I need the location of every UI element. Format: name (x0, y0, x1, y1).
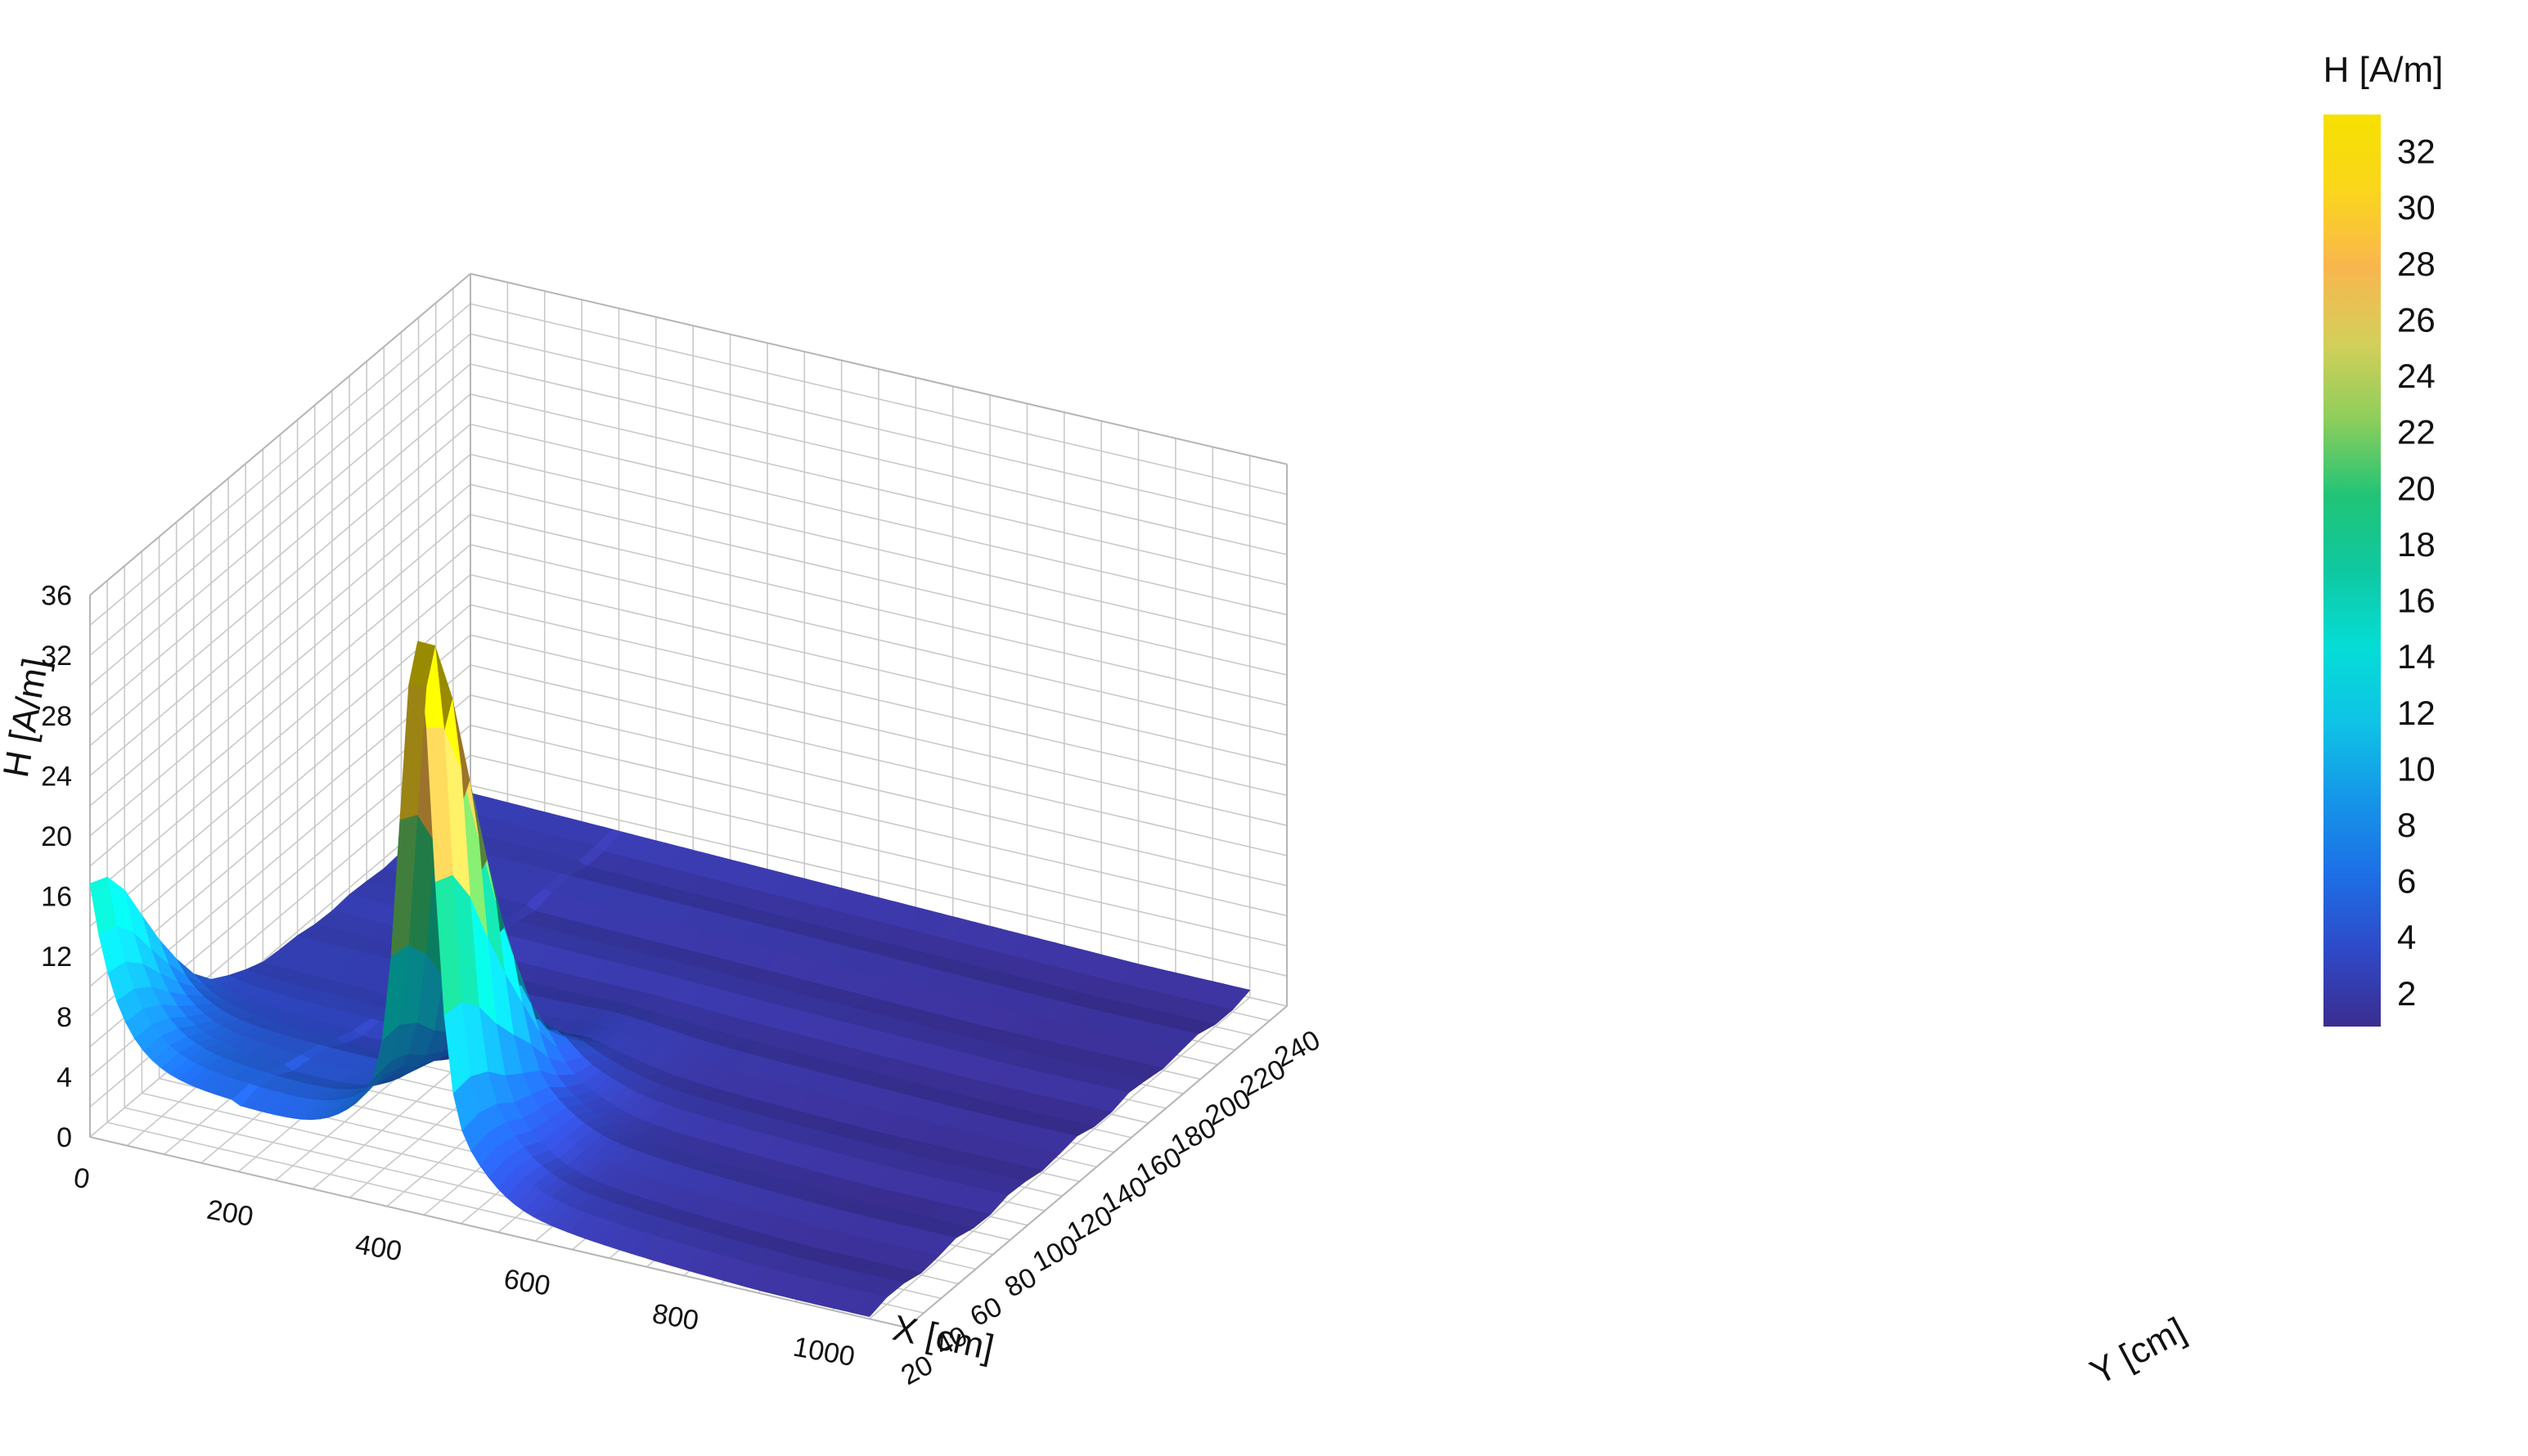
back-grid-line (470, 634, 1288, 826)
x-tick-label: 0 (71, 1162, 92, 1196)
back-grid-line (470, 754, 1288, 947)
left-grid-line (89, 303, 471, 627)
z-axis-ticks: 0 4 8 12 16 20 24 28 32 36 (41, 581, 72, 1153)
back-grid-line (470, 573, 1288, 766)
y-axis-title: Y [cm] (2084, 1310, 2192, 1392)
colorbar-tick-label: 10 (2397, 749, 2436, 788)
left-grid-line (89, 634, 471, 957)
z-tick-label: 4 (56, 1062, 72, 1093)
x-tick-label: 800 (650, 1298, 700, 1337)
box-edge (89, 1136, 907, 1328)
box-edge (470, 272, 1288, 465)
left-grid-line (89, 573, 471, 897)
colorbar-tick-label: 16 (2397, 582, 2436, 620)
z-tick-label: 24 (41, 761, 72, 792)
colorbar-tick-label: 8 (2397, 806, 2416, 844)
colorbar-title: H [A/m] (2323, 50, 2444, 90)
back-grid-line (470, 303, 1288, 496)
back-grid-line (470, 483, 1288, 676)
colorbar-tick-label: 18 (2397, 525, 2436, 564)
x-tick-label: 200 (205, 1194, 255, 1233)
colorbar-tick-label: 14 (2397, 637, 2436, 676)
colorbar-tick-label: 2 (2397, 974, 2416, 1013)
back-grid-line (470, 604, 1288, 797)
left-grid-line (89, 393, 471, 717)
left-grid-line (89, 483, 471, 807)
colorbar-tick-label: 32 (2397, 133, 2436, 171)
colorbar-tick-label: 28 (2397, 245, 2436, 283)
back-grid-line (470, 423, 1288, 616)
y-tick-label: 80 (1000, 1261, 1041, 1303)
back-grid-line (470, 784, 1288, 977)
left-grid-line (89, 453, 471, 777)
z-tick-label: 16 (41, 882, 72, 913)
left-grid-line (89, 423, 471, 747)
back-grid-line (470, 724, 1288, 917)
z-tick-label: 36 (41, 581, 72, 612)
z-tick-label: 12 (41, 941, 72, 973)
back-grid-line (470, 514, 1288, 706)
left-grid-line (89, 544, 471, 867)
colorbar-tick-label: 30 (2397, 188, 2436, 227)
surface-mesh (89, 640, 1251, 1318)
left-grid-line (89, 514, 471, 837)
x-tick-label: 400 (353, 1229, 404, 1267)
z-tick-label: 8 (56, 1002, 72, 1033)
colorbar-tick-label: 4 (2397, 918, 2416, 956)
box-edge (906, 1005, 1288, 1328)
back-grid-line (470, 664, 1288, 856)
z-tick-label: 0 (56, 1122, 72, 1153)
z-tick-label: 20 (41, 821, 72, 852)
x-tick-label: 600 (502, 1263, 552, 1301)
back-grid-line (470, 333, 1288, 525)
left-grid-line (89, 363, 471, 686)
colorbar-tick-label: 26 (2397, 300, 2436, 339)
colorbar-gradient (2323, 115, 2381, 1027)
back-grid-line (470, 393, 1288, 586)
back-grid-line (470, 363, 1288, 555)
back-grid-line (470, 694, 1288, 887)
colorbar-tick-label: 22 (2397, 413, 2436, 452)
back-grid-line (470, 544, 1288, 736)
surface-patch (89, 876, 117, 936)
colorbar-tick-label: 20 (2397, 469, 2436, 507)
left-grid-line (89, 333, 471, 656)
box-edge (89, 272, 471, 596)
z-tick-label: 32 (41, 640, 72, 672)
colorbar-tick-label: 12 (2397, 694, 2436, 732)
colorbar-tick-label: 6 (2397, 862, 2416, 901)
left-grid-line (89, 604, 471, 928)
colorbar-tick-label: 24 (2397, 357, 2436, 395)
z-tick-label: 28 (41, 701, 72, 732)
x-tick-label: 1000 (791, 1332, 857, 1373)
back-grid-line (470, 453, 1288, 646)
